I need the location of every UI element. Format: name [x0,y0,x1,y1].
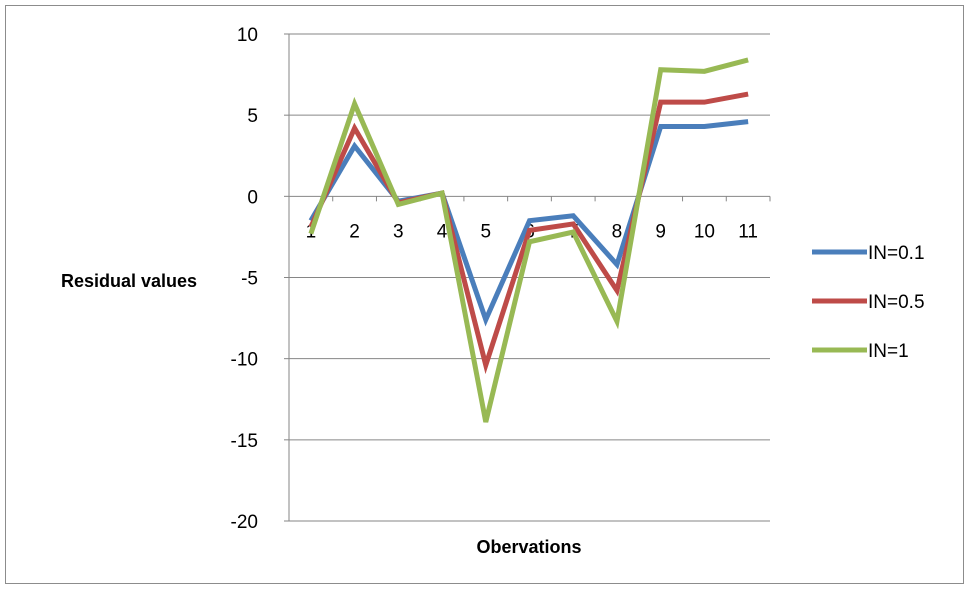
x-tick-label: 10 [694,221,715,242]
x-tick-label: 2 [349,221,360,242]
legend: IN=0.1 IN=0.5 IN=1 [812,243,925,362]
y-tick-label: -20 [231,512,258,533]
x-tick-label: 4 [437,221,448,242]
chart-area [5,5,964,584]
series-line [308,57,749,423]
y-tick-label: -15 [231,431,258,452]
y-tick-label: 0 [247,187,258,208]
series-line [308,91,749,375]
x-axis-title: Obervations [476,537,581,557]
y-tick-label: 10 [237,25,258,46]
series-lines [308,57,749,423]
legend-label: IN=0.1 [868,243,925,264]
y-axis-title: Residual values [61,271,197,291]
x-tick-label: 5 [480,221,491,242]
legend-label: IN=0.5 [868,292,925,313]
legend-label: IN=1 [868,341,909,362]
y-axis: 10 5 0 -5 -10 -15 -20 [231,25,290,533]
x-tick-label: 8 [612,221,623,242]
x-tick-label: 9 [655,221,666,242]
y-tick-label: -10 [231,350,258,371]
x-tick-label: 3 [393,221,404,242]
x-tick-label: 11 [738,221,758,242]
gridlines [289,33,770,522]
y-tick-label: 5 [247,106,258,127]
y-tick-label: -5 [241,269,258,290]
